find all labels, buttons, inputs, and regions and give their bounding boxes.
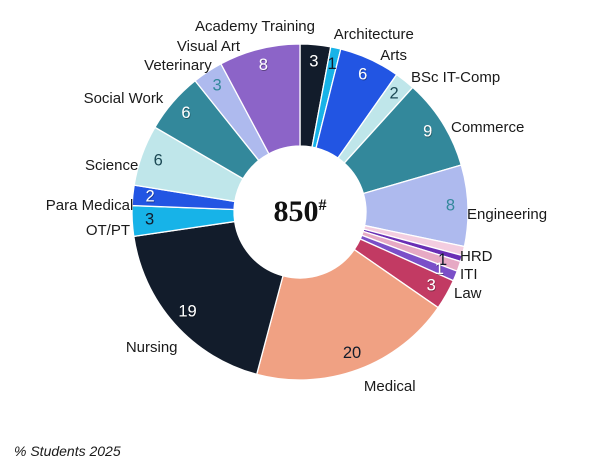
svg-text:3: 3 bbox=[145, 210, 154, 228]
svg-text:8: 8 bbox=[259, 56, 268, 74]
svg-text:6: 6 bbox=[181, 104, 190, 122]
svg-text:9: 9 bbox=[423, 122, 432, 140]
svg-text:1: 1 bbox=[435, 260, 444, 278]
svg-text:3: 3 bbox=[213, 77, 222, 95]
svg-text:2: 2 bbox=[390, 85, 399, 103]
svg-text:3: 3 bbox=[427, 276, 436, 294]
svg-text:19: 19 bbox=[178, 303, 196, 321]
svg-text:2: 2 bbox=[146, 187, 155, 205]
svg-text:3: 3 bbox=[309, 52, 318, 70]
svg-text:1: 1 bbox=[328, 55, 337, 73]
svg-text:6: 6 bbox=[154, 151, 163, 169]
svg-text:6: 6 bbox=[358, 65, 367, 83]
svg-text:20: 20 bbox=[343, 344, 361, 362]
svg-text:8: 8 bbox=[446, 197, 455, 215]
